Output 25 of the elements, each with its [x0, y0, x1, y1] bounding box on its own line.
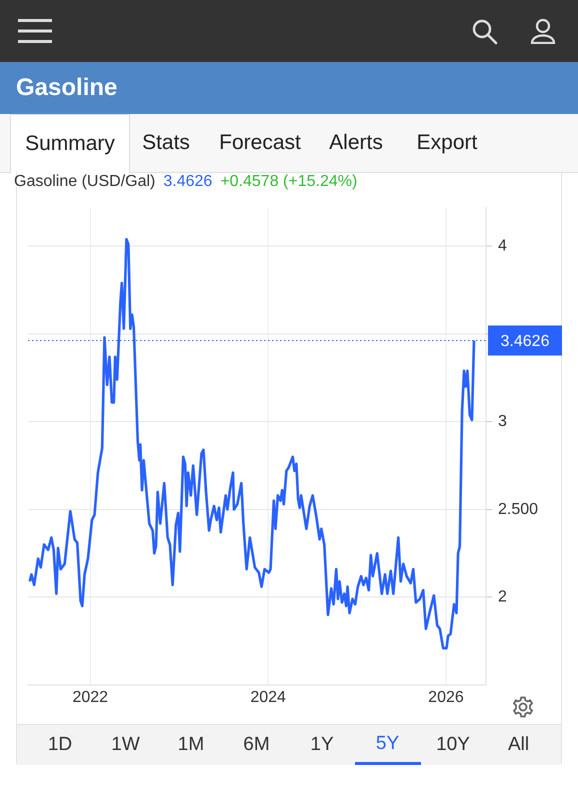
x-tick-label: 2022	[72, 689, 108, 706]
text: Summary	[10, 114, 130, 173]
text: 1M	[176, 733, 206, 757]
text: 3.4626	[163, 173, 212, 191]
text: +0.4578 (+15.24%)	[220, 173, 358, 191]
text: Alerts	[328, 130, 384, 156]
text: 5Y	[354, 725, 420, 765]
x-tick-label: 2024	[250, 689, 286, 706]
y-tick-label: 3	[498, 413, 507, 430]
text: 1Y	[309, 733, 335, 757]
text: 6M	[242, 733, 271, 757]
text: Forecast	[218, 130, 302, 156]
text: All	[506, 733, 530, 757]
chart-subtitle: Gasoline (USD/Gal)	[14, 173, 156, 191]
chart-title: Gasoline	[16, 74, 118, 102]
text: 1D	[46, 733, 74, 757]
text: Export	[416, 130, 478, 156]
y-tick-label: 2	[498, 588, 507, 606]
text: 10Y	[435, 733, 471, 757]
y-tick-label: 2.500	[498, 500, 538, 518]
x-tick-label: 2026	[428, 689, 464, 706]
ref-line-label: 3.4626	[500, 332, 550, 350]
text: Stats	[141, 130, 191, 156]
text: 1W	[110, 733, 141, 757]
y-tick-label: 4	[498, 238, 507, 255]
